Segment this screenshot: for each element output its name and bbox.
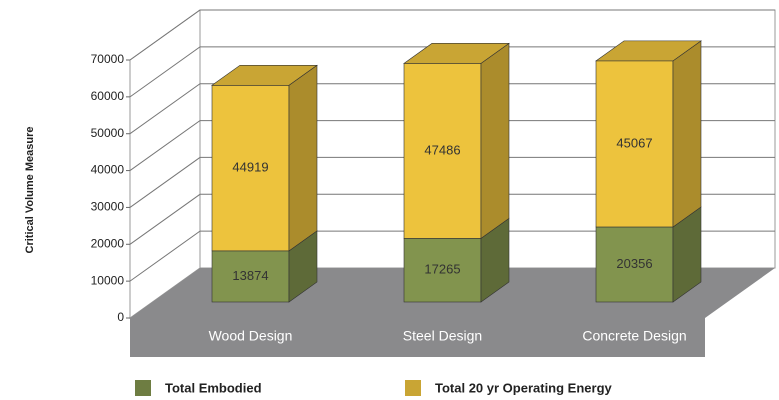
bar-top	[595, 40, 702, 62]
bar-top	[403, 43, 510, 64]
legend-swatch	[135, 380, 151, 396]
y-tick-label: 40000	[91, 163, 125, 177]
legend-label: Total Embodied	[165, 380, 262, 395]
bar-front	[595, 226, 674, 303]
y-axis-label: Critical Volume Measure	[24, 127, 36, 254]
y-tick-label: 70000	[91, 52, 125, 66]
value-label: 44919	[232, 160, 268, 175]
x-tick-label: Concrete Design	[582, 328, 686, 344]
value-label: 20356	[616, 256, 652, 271]
grid-line	[129, 230, 775, 282]
grid-line	[129, 193, 775, 245]
grid-line	[129, 9, 775, 61]
x-tick-label: Steel Design	[403, 328, 482, 344]
y-tick-label: 50000	[91, 126, 125, 140]
grid-line	[129, 83, 775, 135]
grid-line	[129, 46, 775, 98]
legend-swatch	[405, 380, 421, 396]
y-tick-label: 0	[117, 310, 124, 324]
y-tick-label: 30000	[91, 200, 125, 214]
value-label: 47486	[424, 142, 460, 157]
bar-side	[288, 64, 318, 252]
value-label: 13874	[232, 268, 268, 283]
bar-front	[211, 85, 290, 252]
grid-line	[129, 156, 775, 208]
y-tick-label: 20000	[91, 236, 125, 250]
bar-side	[672, 40, 702, 228]
y-tick-label: 60000	[91, 89, 125, 103]
y-tick-label: 10000	[91, 273, 125, 287]
legend-label: Total 20 yr Operating Energy	[435, 380, 613, 395]
bar-top	[211, 65, 318, 86]
bar-front	[595, 60, 674, 228]
bar-front	[211, 250, 290, 303]
value-label: 17265	[424, 262, 460, 277]
bar-side	[480, 42, 510, 239]
value-label: 45067	[616, 135, 652, 150]
grid-line	[129, 120, 775, 171]
x-tick-label: Wood Design	[209, 328, 293, 344]
